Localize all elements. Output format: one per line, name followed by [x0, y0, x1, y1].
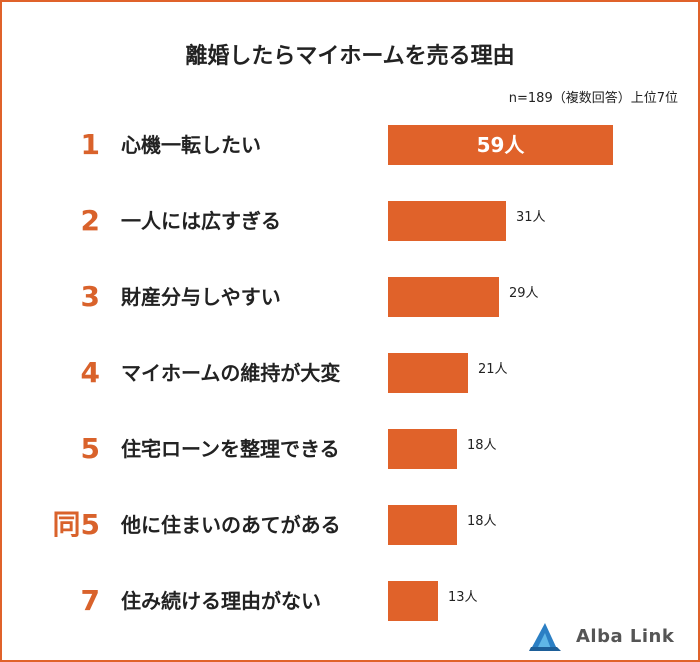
bar [388, 353, 468, 393]
bar [388, 581, 438, 621]
bar [388, 505, 457, 545]
alba-link-logo-icon [529, 623, 561, 651]
value-label: 18人 [467, 438, 497, 453]
chart-title: 離婚したらマイホームを売る理由 [185, 44, 515, 69]
category-label: マイホームの維持が大変 [121, 361, 341, 385]
value-label: 59人 [476, 133, 525, 157]
value-label: 13人 [448, 590, 478, 605]
sample-note: n=189（複数回答）上位7位 [508, 91, 678, 106]
category-label: 住宅ローンを整理できる [121, 437, 340, 461]
category-label: 心機一転したい [121, 133, 261, 157]
value-label: 29人 [509, 286, 539, 301]
rank-label: 7 [80, 584, 100, 617]
rank-label: 1 [80, 128, 100, 161]
category-label: 財産分与しやすい [121, 285, 281, 309]
rank-label: 3 [80, 280, 100, 313]
rank-label: 5 [80, 432, 100, 465]
category-label: 住み続ける理由がない [121, 589, 321, 613]
rank-label: 4 [80, 356, 100, 389]
category-label: 他に住まいのあてがある [121, 513, 341, 537]
rank-label: 同5 [52, 508, 100, 541]
bar [388, 201, 506, 241]
value-label: 31人 [516, 210, 546, 225]
rank-label: 2 [80, 204, 100, 237]
bar [388, 277, 499, 317]
value-label: 21人 [478, 362, 508, 377]
logo-text: Alba Link [576, 626, 675, 647]
bar [388, 429, 457, 469]
category-label: 一人には広すぎる [121, 209, 281, 233]
value-label: 18人 [467, 514, 497, 529]
bar [388, 125, 613, 165]
